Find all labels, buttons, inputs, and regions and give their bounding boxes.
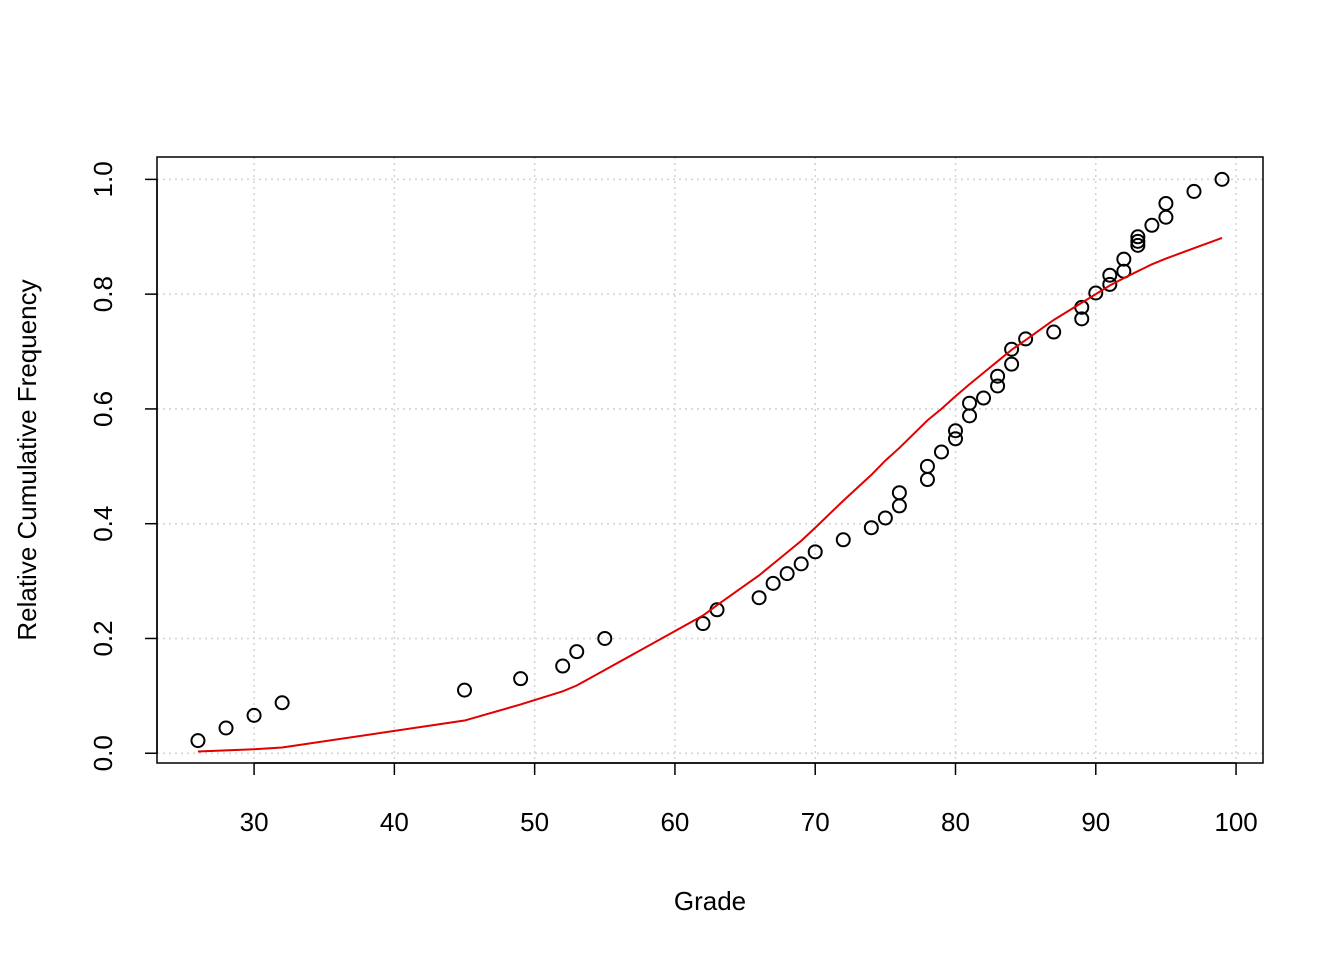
y-tick-label: 1.0 (88, 161, 118, 197)
data-point (1144, 217, 1160, 233)
data-point (765, 575, 781, 591)
data-point (793, 556, 809, 572)
x-tick-label: 60 (660, 807, 689, 837)
y-tick-label: 0.2 (88, 620, 118, 656)
data-point (1130, 233, 1146, 249)
data-point (274, 695, 290, 711)
data-point (1214, 171, 1230, 187)
x-tick-label: 100 (1214, 807, 1257, 837)
x-tick-label: 40 (380, 807, 409, 837)
data-point (569, 644, 585, 660)
y-tick-label: 0.0 (88, 735, 118, 771)
data-point (962, 395, 978, 411)
x-tick-label: 70 (801, 807, 830, 837)
y-axis-title: Relative Cumulative Frequency (12, 279, 42, 640)
data-point (555, 658, 571, 674)
data-point (1004, 356, 1020, 372)
y-tick-label: 0.8 (88, 276, 118, 312)
data-point (190, 733, 206, 749)
data-point (751, 590, 767, 606)
data-point (933, 444, 949, 460)
x-axis-title: Grade (674, 886, 746, 916)
data-point (976, 390, 992, 406)
fit-line (197, 236, 1223, 753)
data-point (877, 510, 893, 526)
data-point (218, 720, 234, 736)
data-point (246, 707, 262, 723)
x-tick-label: 90 (1081, 807, 1110, 837)
x-tick-label: 30 (240, 807, 269, 837)
data-point (1102, 267, 1118, 283)
data-point (457, 682, 473, 698)
data-point (513, 671, 529, 687)
x-tick-label: 80 (941, 807, 970, 837)
data-point (1004, 341, 1020, 357)
y-tick-label: 0.4 (88, 506, 118, 542)
data-point (947, 431, 963, 447)
x-tick-label: 50 (520, 807, 549, 837)
data-point (1102, 276, 1118, 292)
data-point (990, 368, 1006, 384)
data-point (807, 544, 823, 560)
data-point (835, 532, 851, 548)
data-point (1046, 324, 1062, 340)
data-point (779, 566, 795, 582)
data-point (1018, 331, 1034, 347)
data-point (1116, 251, 1132, 267)
data-point (990, 378, 1006, 394)
data-point (1088, 285, 1104, 301)
data-point (597, 630, 613, 646)
data-point (1130, 237, 1146, 253)
y-tick-label: 0.6 (88, 391, 118, 427)
data-point (1158, 195, 1174, 211)
data-point (1186, 183, 1202, 199)
data-point (863, 520, 879, 536)
data-point (1130, 229, 1146, 245)
data-point (891, 485, 907, 501)
data-point (695, 616, 711, 632)
data-point (1074, 311, 1090, 327)
data-point (919, 458, 935, 474)
data-point (947, 423, 963, 439)
